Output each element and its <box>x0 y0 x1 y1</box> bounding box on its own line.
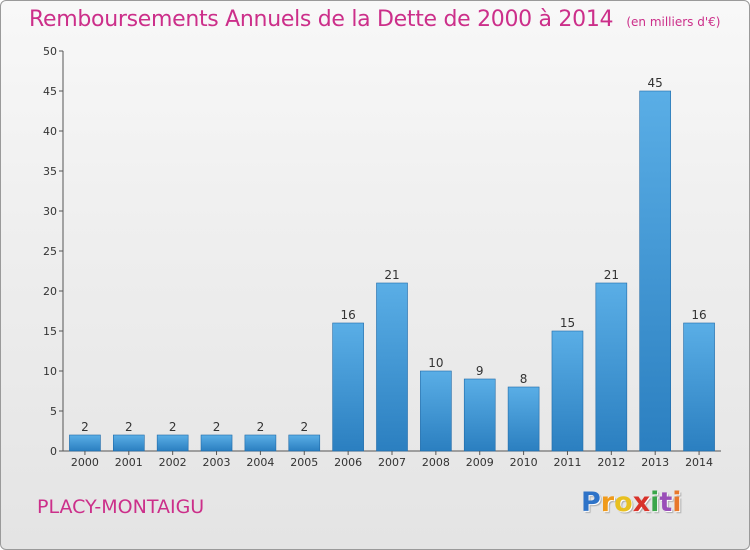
commune-name: PLACY-MONTAIGU <box>37 496 205 518</box>
x-tick-label: 2001 <box>115 456 143 469</box>
bar-value-label: 16 <box>691 308 706 322</box>
bar-value-label: 2 <box>169 420 177 434</box>
bar-value-label: 21 <box>384 268 399 282</box>
bar <box>156 434 189 452</box>
bar <box>244 434 277 452</box>
x-tick-label: 2000 <box>71 456 99 469</box>
bar-value-label: 2 <box>213 420 221 434</box>
bar-value-label: 16 <box>340 308 355 322</box>
logo-letter: r <box>600 487 615 518</box>
bar <box>376 282 408 452</box>
x-tick-label: 2010 <box>510 456 538 469</box>
bar <box>288 434 321 452</box>
bar-value-label: 2 <box>300 420 308 434</box>
bar <box>332 322 364 452</box>
y-tick-label: 20 <box>43 285 57 298</box>
bar-value-label: 2 <box>257 420 265 434</box>
x-tick-label: 2012 <box>597 456 625 469</box>
y-tick-label: 5 <box>50 405 57 418</box>
bar <box>639 90 672 452</box>
x-tick-label: 2008 <box>422 456 450 469</box>
bar <box>683 322 715 452</box>
chart-title-row: Remboursements Annuels de la Dette de 20… <box>29 7 720 32</box>
x-tick-label: 2006 <box>334 456 362 469</box>
bar-value-label: 10 <box>428 356 443 370</box>
bar-value-label: 2 <box>125 420 133 434</box>
bar <box>551 330 584 452</box>
bar <box>507 386 540 452</box>
y-tick-label: 0 <box>50 445 57 458</box>
logo-letter: i <box>650 487 660 518</box>
proxiti-logo: Proxiti <box>581 487 682 518</box>
y-tick-label: 45 <box>43 85 57 98</box>
x-tick-label: 2007 <box>378 456 406 469</box>
x-tick-label: 2004 <box>246 456 274 469</box>
y-tick-label: 50 <box>43 45 57 58</box>
bar <box>595 282 628 452</box>
bar-value-label: 15 <box>560 316 575 330</box>
logo-letter: o <box>614 487 633 518</box>
bar-value-label: 8 <box>520 372 528 386</box>
bar-value-label: 21 <box>604 268 619 282</box>
x-tick-label: 2014 <box>685 456 713 469</box>
x-tick-label: 2013 <box>641 456 669 469</box>
x-tick-label: 2003 <box>203 456 231 469</box>
chart-title: Remboursements Annuels de la Dette de 20… <box>29 7 614 32</box>
bar-value-label: 9 <box>476 364 484 378</box>
x-tick-label: 2005 <box>290 456 318 469</box>
bar <box>463 378 496 452</box>
y-tick-label: 10 <box>43 365 57 378</box>
logo-letter: x <box>632 487 651 518</box>
chart-subtitle: (en milliers d'€) <box>626 15 721 29</box>
y-tick-label: 15 <box>43 325 57 338</box>
bar-value-label: 2 <box>81 420 89 434</box>
x-tick-label: 2009 <box>466 456 494 469</box>
logo-letter: t <box>659 487 673 518</box>
bar <box>420 370 452 452</box>
y-tick-label: 25 <box>43 245 57 258</box>
bar <box>69 434 101 452</box>
bar-value-label: 45 <box>648 76 663 90</box>
bar <box>113 434 145 452</box>
logo-letter: i <box>672 487 682 518</box>
y-tick-label: 30 <box>43 205 57 218</box>
y-tick-label: 35 <box>43 165 57 178</box>
bar <box>200 434 233 452</box>
x-tick-label: 2002 <box>159 456 187 469</box>
y-tick-label: 40 <box>43 125 57 138</box>
logo-letter: P <box>581 487 601 518</box>
x-tick-label: 2011 <box>553 456 581 469</box>
